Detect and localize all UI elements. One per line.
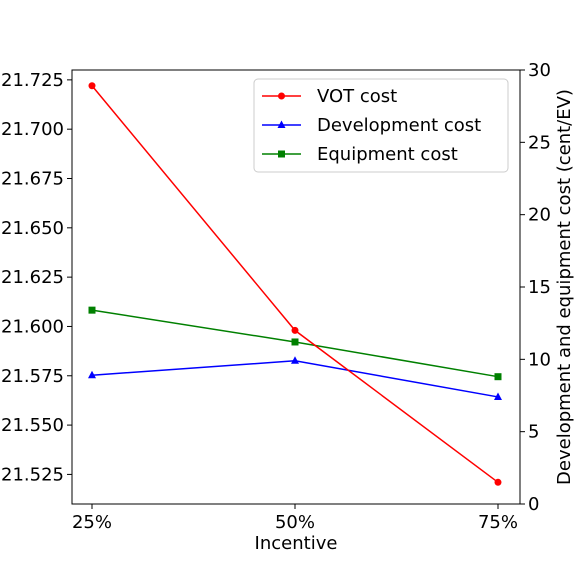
left-y-tick-label: 21.600: [1, 316, 64, 337]
equipment-cost-legend-marker: [278, 150, 285, 158]
equipment-cost-point: [88, 306, 96, 314]
equipment-cost-point: [291, 338, 299, 346]
right-y-tick-label: 10: [528, 349, 551, 370]
x-tick-label: 75%: [478, 512, 518, 533]
development-cost-point: [291, 356, 299, 364]
left-y-tick-label: 21.725: [1, 70, 64, 91]
series-layer: [88, 82, 502, 486]
equipment-cost-point: [494, 373, 502, 381]
left-y-tick-label: 21.675: [1, 169, 64, 190]
left-y-tick-label: 21.525: [1, 464, 64, 485]
development-cost-legend-marker: [277, 120, 286, 128]
right-y-tick-label: 15: [528, 277, 551, 298]
right-y-tick-label: 20: [528, 205, 551, 226]
x-axis-label: Incentive: [255, 533, 338, 554]
vot-cost-point: [494, 478, 502, 486]
vot-cost-legend-marker: [278, 92, 285, 100]
x-tick-label: 50%: [275, 512, 315, 533]
left-y-tick-label: 21.700: [1, 119, 64, 140]
equipment-cost-legend-label: Equipment cost: [317, 144, 458, 165]
left-y-axis: 21.525 21.550 21.575 21.600 21.625 21.650 21.6…: [1, 70, 72, 485]
vot-cost-point: [291, 326, 299, 334]
right-y-tick-label: 25: [528, 132, 551, 153]
development-cost-point: [494, 392, 502, 400]
development-cost-legend-label: Development cost: [317, 115, 481, 136]
right-y-axis-label: Development and equipment cost (cent/EV): [554, 89, 575, 485]
left-y-tick-label: 21.625: [1, 267, 64, 288]
vot-cost-legend-label: VOT cost: [317, 86, 397, 107]
left-y-tick-label: 21.650: [1, 218, 64, 239]
right-y-tick-label: 5: [528, 422, 539, 443]
development-cost-point: [88, 370, 96, 379]
left-y-tick-label: 21.550: [1, 415, 64, 436]
vot-cost-point: [88, 82, 96, 90]
x-tick-label: 25%: [72, 512, 112, 533]
left-y-tick-label: 21.575: [1, 366, 64, 387]
legend: VOT cost Development cost Equipment cost: [253, 78, 509, 173]
right-y-tick-label: 0: [528, 494, 539, 515]
right-y-tick-label: 30: [528, 60, 551, 81]
legend-box: [253, 78, 509, 173]
x-axis: 25% 50% 75%: [72, 504, 518, 533]
right-y-axis: 0 5 10 15 20 25 30: [520, 60, 551, 515]
